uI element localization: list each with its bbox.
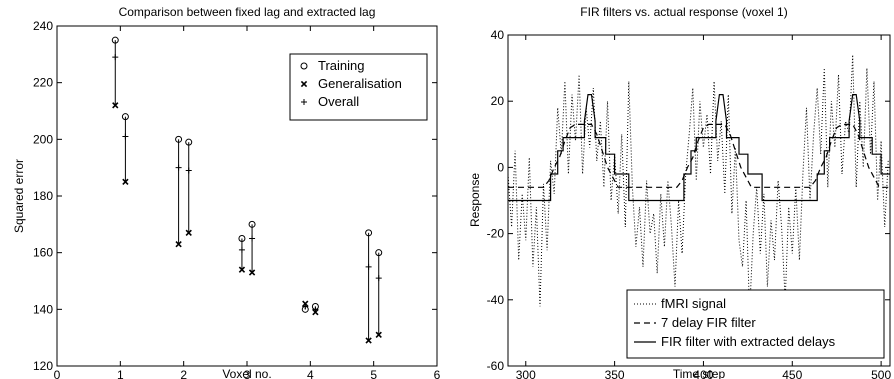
left-x-tick-label: 2	[180, 368, 187, 379]
training-marker	[111, 36, 119, 44]
generalisation-marker	[238, 266, 246, 273]
seven-delay-fir-line	[508, 123, 890, 188]
overall-marker	[249, 235, 256, 242]
voxel-point-group	[175, 135, 183, 248]
right-x-tick-label: 350	[605, 368, 625, 379]
generalisation-marker	[112, 102, 119, 109]
voxel-point-group	[248, 220, 256, 276]
overall-marker	[112, 54, 119, 61]
overall-marker	[175, 164, 182, 171]
right-legend-item: FIR filter with extracted delays	[634, 334, 836, 349]
left-legend-label: Training	[318, 58, 364, 73]
overall-marker	[301, 99, 307, 105]
voxel-point-group	[111, 36, 119, 109]
right-y-tick-label: 20	[491, 94, 505, 108]
generalisation-marker	[175, 241, 182, 248]
voxel-point-group	[238, 235, 246, 273]
right-x-tick-label: 300	[516, 368, 536, 379]
fmri-signal-line	[507, 54, 889, 314]
left-chart-title: Comparison between fixed lag and extract…	[119, 5, 376, 19]
training-marker	[375, 249, 383, 257]
voxel-point-group	[185, 138, 193, 236]
left-legend-item: Training	[300, 58, 364, 73]
right-legend-box	[626, 289, 885, 359]
right-lines	[507, 54, 890, 314]
overall-marker	[185, 167, 192, 174]
training-marker	[121, 113, 129, 121]
left-x-tick-label: 5	[370, 368, 377, 379]
left-legend-label: Generalisation	[318, 76, 402, 91]
voxel-point-group	[365, 229, 373, 344]
left-legend-item: Overall	[301, 94, 359, 109]
left-legend-label: Overall	[318, 94, 359, 109]
right-legend-items: fMRI signal 7 delay FIR filter FIR filter …	[634, 296, 836, 349]
voxel-point-group	[311, 303, 319, 316]
right-x-axis-label: Time step	[673, 367, 726, 379]
right-ticks: 300 350 400 450 500 -60 -40 -20 0 20 40	[487, 28, 892, 379]
overall-marker	[238, 246, 245, 253]
right-chart: FIR filters vs. actual response (voxel 1…	[468, 5, 891, 379]
extracted-delay-fir-line	[508, 94, 890, 202]
left-x-tick-label: 0	[54, 368, 61, 379]
right-y-tick-label: 40	[491, 28, 505, 42]
training-marker	[185, 138, 193, 146]
overall-marker	[122, 133, 129, 140]
generalisation-marker	[248, 269, 256, 276]
left-legend-items: Training Generalisation Overall	[300, 58, 402, 109]
left-x-tick-label: 1	[117, 368, 124, 379]
left-x-tick-label: 3	[244, 368, 251, 379]
right-legend-item: fMRI signal	[634, 296, 726, 311]
left-chart: Comparison between fixed lag and extract…	[12, 5, 441, 379]
left-y-tick-label: 120	[33, 359, 53, 373]
overall-marker	[312, 306, 319, 313]
generalisation-marker	[122, 178, 129, 185]
overall-marker	[365, 263, 372, 270]
right-y-tick-label: -40	[487, 293, 505, 307]
training-marker	[175, 135, 183, 143]
training-marker	[365, 229, 373, 237]
right-y-tick-label: -60	[487, 359, 505, 373]
right-chart-title: FIR filters vs. actual response (voxel 1…	[580, 5, 787, 19]
voxel-point-group	[375, 249, 383, 338]
left-y-tick-label: 140	[33, 302, 53, 316]
overall-marker	[375, 275, 382, 282]
right-legend-item: 7 delay FIR filter	[634, 315, 756, 330]
right-y-tick-label: -20	[487, 227, 505, 241]
left-y-tick-label: 180	[33, 189, 53, 203]
right-legend: fMRI signal 7 delay FIR filter FIR filter …	[626, 289, 885, 359]
generalisation-marker	[365, 337, 372, 344]
generalisation-marker	[300, 80, 308, 88]
left-ticks: 0 1 2 3 4 5 6 120 140 160 180 200 220 240	[33, 19, 441, 379]
left-legend: Training Generalisation Overall	[289, 53, 428, 121]
training-marker	[238, 235, 246, 242]
voxel-point-group	[121, 113, 129, 185]
right-y-axis-label: Response	[468, 173, 482, 227]
training-marker	[300, 62, 308, 70]
right-y-tick-label: 0	[497, 160, 504, 174]
left-x-tick-label: 4	[307, 368, 314, 379]
right-legend-label: fMRI signal	[661, 296, 726, 311]
left-x-axis-label: Voxel no.	[222, 367, 271, 379]
right-legend-label: FIR filter with extracted delays	[661, 334, 836, 349]
overall-marker	[302, 303, 309, 310]
right-x-tick-label: 450	[782, 368, 802, 379]
right-x-tick-label: 500	[871, 368, 891, 379]
left-y-tick-label: 200	[33, 132, 53, 146]
left-y-axis-label: Squared error	[12, 159, 26, 233]
training-marker	[248, 220, 256, 228]
left-x-tick-label: 6	[434, 368, 441, 379]
generalisation-marker	[185, 229, 192, 236]
left-marks	[111, 36, 383, 344]
left-y-tick-label: 240	[33, 19, 53, 33]
left-legend-box	[289, 53, 428, 121]
left-y-tick-label: 160	[33, 246, 53, 260]
generalisation-marker	[375, 331, 382, 338]
voxel-point-group	[301, 300, 309, 313]
left-y-tick-label: 220	[33, 76, 53, 90]
right-x-tick-label: 400	[693, 368, 713, 379]
left-legend-item: Generalisation	[300, 76, 402, 91]
right-legend-label: 7 delay FIR filter	[661, 315, 756, 330]
